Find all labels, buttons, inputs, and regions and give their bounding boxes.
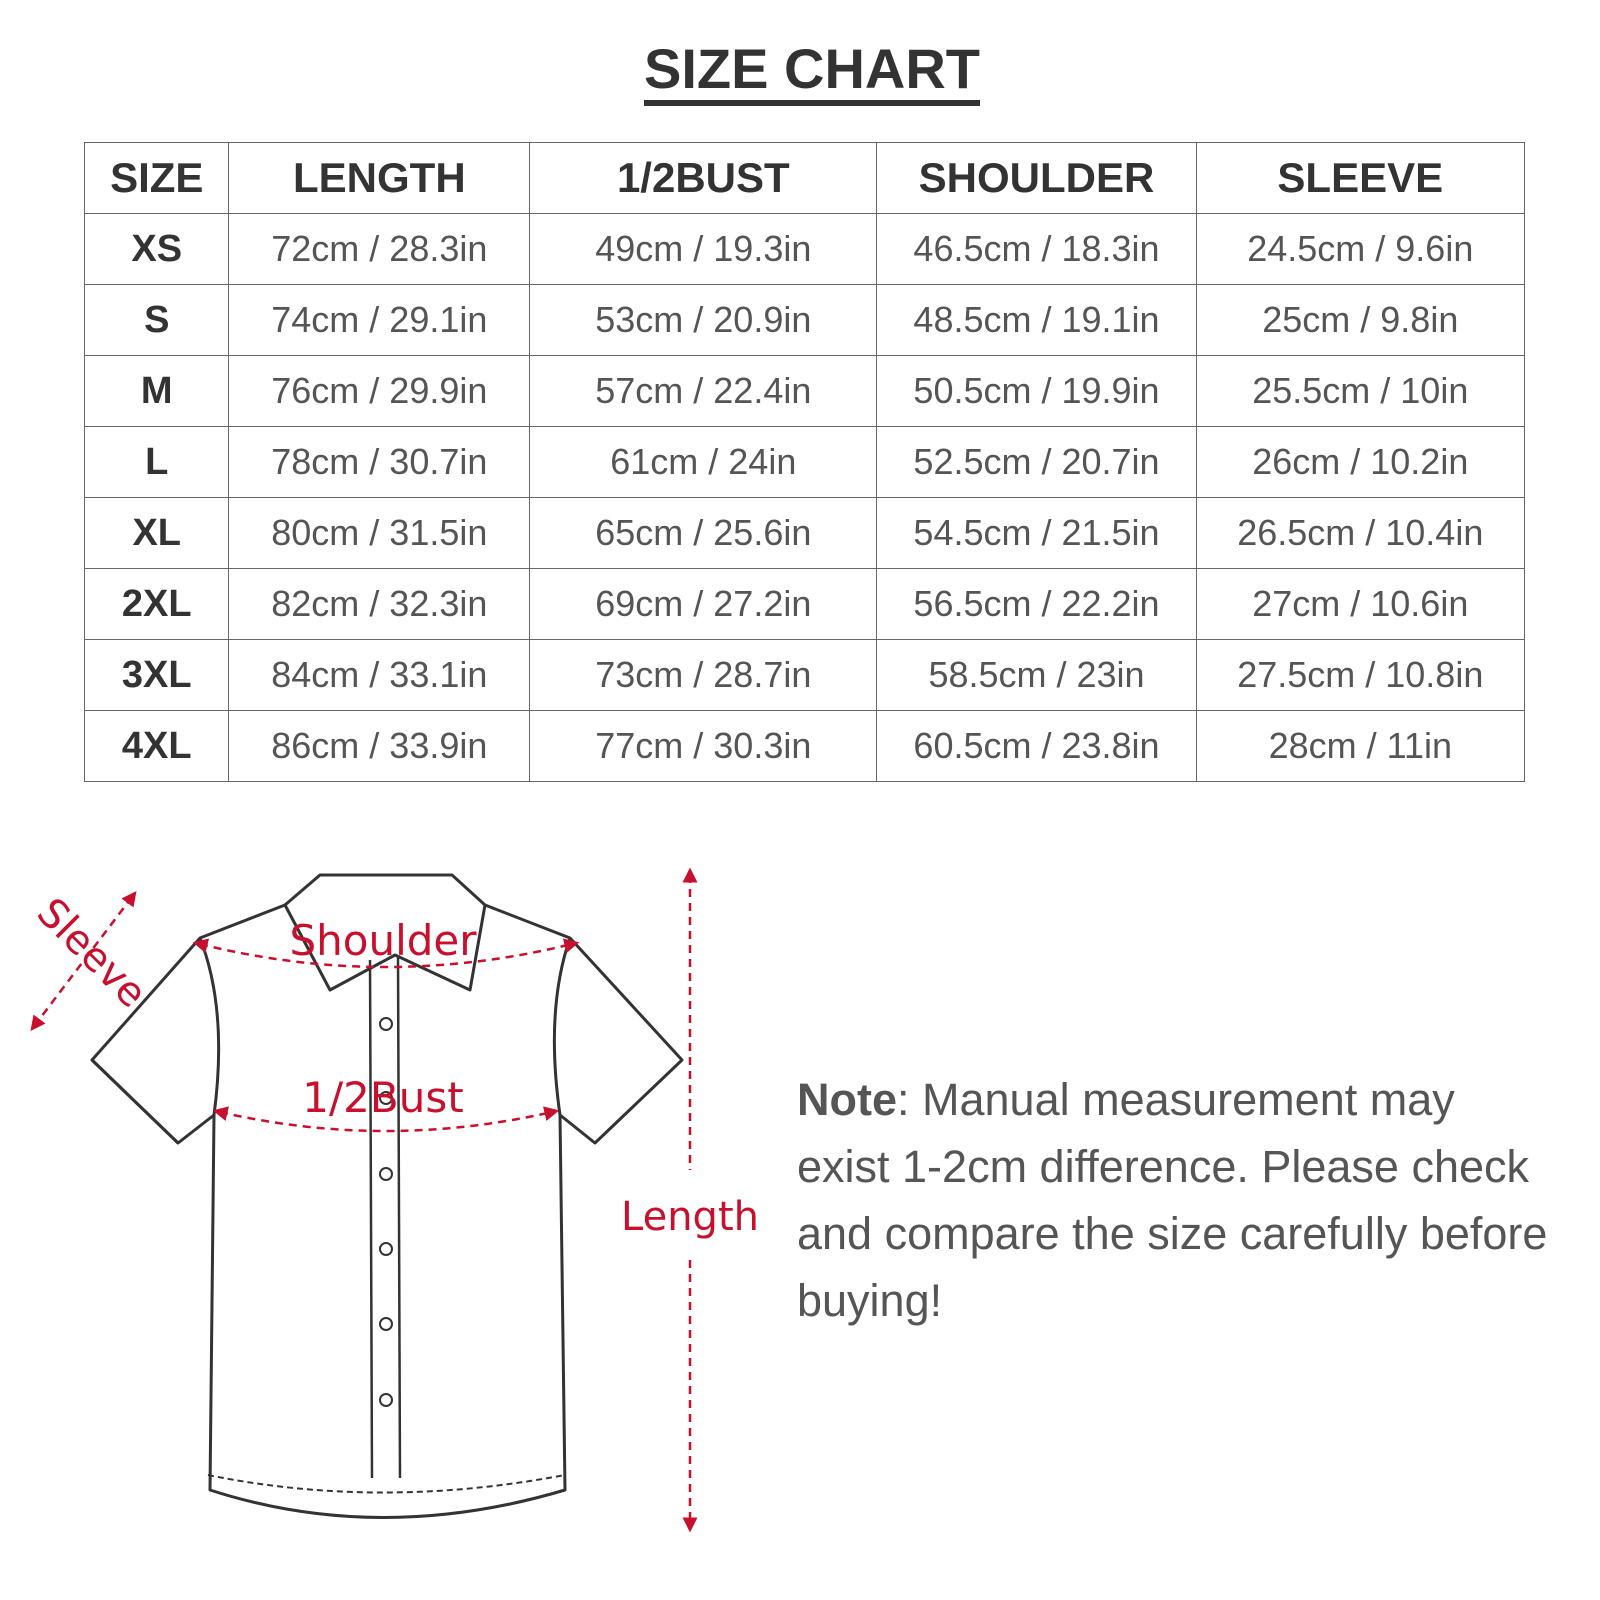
- table-row: XS 72cm / 28.3in 49cm / 19.3in 46.5cm / 18.…: [83, 213, 1526, 285]
- table-row: XL 80cm / 31.5in 65cm / 25.6in 54.5cm / 21.…: [83, 497, 1526, 569]
- measurement-cell: 78cm / 30.7in: [228, 426, 531, 498]
- measurement-cell: 25cm / 9.8in: [1195, 284, 1526, 356]
- size-cell: XL: [83, 497, 230, 569]
- measurement-cell: 24.5cm / 9.6in: [1195, 213, 1526, 285]
- table-row: M 76cm / 29.9in 57cm / 22.4in 50.5cm / 19.9…: [83, 355, 1526, 427]
- column-header: 1/2BUST: [529, 142, 878, 214]
- measurement-cell: 26cm / 10.2in: [1195, 426, 1526, 498]
- measurement-cell: 49cm / 19.3in: [529, 213, 878, 285]
- measurement-cell: 72cm / 28.3in: [228, 213, 531, 285]
- page-title: SIZE CHART: [0, 36, 1600, 106]
- shirt-buttons: [379, 1017, 393, 1407]
- table-row: 3XL 84cm / 33.1in 73cm / 28.7in 58.5cm / 23…: [83, 639, 1526, 711]
- shirt-diagram: Sleeve Shoulder 1/2Bust Length: [28, 867, 759, 1533]
- table-header-row: SIZE LENGTH 1/2BUST SHOULDER SLEEVE: [83, 142, 1526, 214]
- table-row: S 74cm / 29.1in 53cm / 20.9in 48.5cm / 19.1…: [83, 284, 1526, 356]
- measurement-cell: 76cm / 29.9in: [228, 355, 531, 427]
- size-cell: 3XL: [83, 639, 230, 711]
- measurement-cell: 84cm / 33.1in: [228, 639, 531, 711]
- bust-arrow: [212, 1106, 560, 1133]
- shoulder-label: Shoulder: [289, 916, 477, 965]
- measurement-cell: 86cm / 33.9in: [228, 710, 531, 782]
- measurement-cell: 74cm / 29.1in: [228, 284, 531, 356]
- shirt-outline: [90, 873, 684, 1519]
- column-header: SHOULDER: [876, 142, 1197, 214]
- measurement-cell: 77cm / 30.3in: [529, 710, 878, 782]
- measurement-cell: 26.5cm / 10.4in: [1195, 497, 1526, 569]
- size-cell: S: [83, 284, 230, 356]
- table-row: L 78cm / 30.7in 61cm / 24in 52.5cm / 20.7in…: [83, 426, 1526, 498]
- measurement-cell: 28cm / 11in: [1195, 710, 1526, 782]
- measurement-cell: 61cm / 24in: [529, 426, 878, 498]
- table-row: 2XL 82cm / 32.3in 69cm / 27.2in 56.5cm / 22…: [83, 568, 1526, 640]
- measurement-cell: 60.5cm / 23.8in: [876, 710, 1197, 782]
- measurement-cell: 27.5cm / 10.8in: [1195, 639, 1526, 711]
- measurement-note: Note: Manual measurement may exist 1-2cm…: [797, 1074, 1548, 1326]
- length-label: Length: [621, 1194, 759, 1240]
- measurement-cell: 50.5cm / 19.9in: [876, 355, 1197, 427]
- size-cell: M: [83, 355, 230, 427]
- measurement-cell: 53cm / 20.9in: [529, 284, 878, 356]
- measurement-cell: 65cm / 25.6in: [529, 497, 878, 569]
- measurement-cell: 46.5cm / 18.3in: [876, 213, 1197, 285]
- size-cell: L: [83, 426, 230, 498]
- measurement-cell: 58.5cm / 23in: [876, 639, 1197, 711]
- measurement-cell: 54.5cm / 21.5in: [876, 497, 1197, 569]
- sleeve-label: Sleeve: [28, 890, 155, 1017]
- measurement-cell: 57cm / 22.4in: [529, 355, 878, 427]
- measurement-cell: 52.5cm / 20.7in: [876, 426, 1197, 498]
- column-header: SIZE: [83, 142, 230, 214]
- measurement-cell: 73cm / 28.7in: [529, 639, 878, 711]
- measurement-arrows: [30, 867, 698, 1533]
- size-cell: 4XL: [83, 710, 230, 782]
- measurement-cell: 69cm / 27.2in: [529, 568, 878, 640]
- column-header: SLEEVE: [1195, 142, 1526, 214]
- measurement-cell: 82cm / 32.3in: [228, 568, 531, 640]
- table-row: 4XL 86cm / 33.9in 77cm / 30.3in 60.5cm / 23…: [83, 710, 1526, 782]
- measurement-cell: 27cm / 10.6in: [1195, 568, 1526, 640]
- shoulder-arrow: [192, 938, 580, 969]
- measurement-cell: 80cm / 31.5in: [228, 497, 531, 569]
- measurement-cell: 56.5cm / 22.2in: [876, 568, 1197, 640]
- size-table: SIZE LENGTH 1/2BUST SHOULDER SLEEVE XS 72cm /…: [83, 142, 1526, 782]
- sleeve-arrow: [30, 891, 137, 1031]
- bust-label: 1/2Bust: [302, 1073, 463, 1122]
- measurement-cell: 48.5cm / 19.1in: [876, 284, 1197, 356]
- measurement-cell: 25.5cm / 10in: [1195, 355, 1526, 427]
- size-cell: 2XL: [83, 568, 230, 640]
